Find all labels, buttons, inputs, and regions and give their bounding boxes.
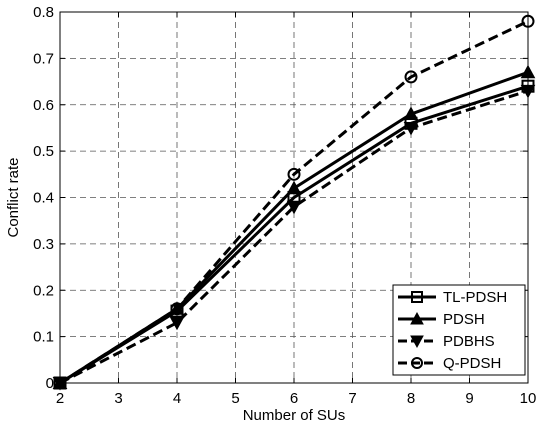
data-point bbox=[403, 106, 419, 121]
legend-label: PDSH bbox=[443, 311, 485, 328]
x-tick-label: 7 bbox=[348, 390, 356, 407]
x-tick-label: 10 bbox=[520, 390, 537, 407]
y-tick-label: 0.6 bbox=[33, 97, 54, 114]
data-point bbox=[520, 84, 536, 99]
legend-item: PDBHS bbox=[398, 333, 495, 350]
tick-labels: 2 3 4 5 6 7 8 9 10 0 0.1 0.2 0.3 0.4 0.5 0.6 0.7 0.8 bbox=[33, 4, 536, 407]
x-tick-label: 5 bbox=[231, 390, 239, 407]
data-point bbox=[286, 180, 302, 195]
data-point bbox=[169, 316, 185, 331]
legend-label: TL-PDSH bbox=[443, 289, 507, 306]
data-point bbox=[286, 200, 302, 215]
x-tick-label: 6 bbox=[290, 390, 298, 407]
legend-label: Q-PDSH bbox=[443, 355, 501, 372]
legend-label: PDBHS bbox=[443, 333, 495, 350]
y-tick-label: 0.8 bbox=[33, 4, 54, 21]
y-tick-label: 0.5 bbox=[33, 143, 54, 160]
legend: TL-PDSH PDSH PDBHS Q-PDSH bbox=[392, 284, 526, 376]
data-point bbox=[287, 167, 301, 181]
y-tick-label: 0.3 bbox=[33, 236, 54, 253]
y-axis-label: Conflict rate bbox=[5, 157, 22, 237]
x-tick-label: 9 bbox=[465, 390, 473, 407]
data-point bbox=[403, 121, 419, 136]
y-tick-label: 0.4 bbox=[33, 190, 54, 207]
series-line bbox=[59, 19, 529, 385]
legend-marker bbox=[410, 311, 424, 325]
x-tick-label: 8 bbox=[407, 390, 415, 407]
legend-box bbox=[392, 284, 526, 376]
x-tick-label: 3 bbox=[114, 390, 122, 407]
legend-marker bbox=[410, 335, 424, 349]
series-layer bbox=[52, 14, 536, 391]
data-point bbox=[404, 70, 418, 84]
data-point bbox=[53, 376, 67, 390]
legend-item: Q-PDSH bbox=[398, 355, 501, 372]
legend-marker bbox=[411, 291, 423, 303]
legend-marker bbox=[411, 357, 423, 369]
y-tick-label: 0.1 bbox=[33, 329, 54, 346]
legend-item: PDSH bbox=[398, 311, 485, 328]
y-tick-label: 0.2 bbox=[33, 282, 54, 299]
x-tick-label: 4 bbox=[173, 390, 181, 407]
data-point bbox=[520, 64, 536, 79]
x-axis-label: Number of SUs bbox=[243, 407, 346, 424]
legend-item: TL-PDSH bbox=[398, 289, 507, 306]
data-point bbox=[170, 302, 184, 316]
y-tick-label: 0.7 bbox=[33, 50, 54, 67]
series-q-pdsh bbox=[53, 14, 535, 390]
data-point bbox=[521, 14, 535, 28]
y-tick-label: 0 bbox=[46, 375, 54, 392]
x-tick-label: 2 bbox=[56, 390, 64, 407]
